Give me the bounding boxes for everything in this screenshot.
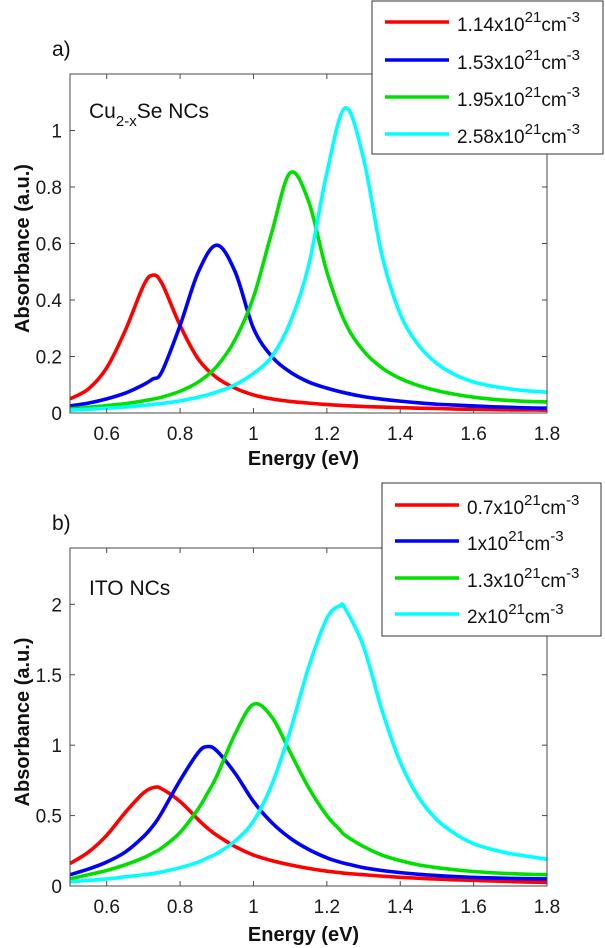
x-tick-label: 1.8 (534, 897, 560, 918)
legend-label-base: 1.3x10 (467, 571, 524, 592)
legend-label-base: 1x10 (467, 534, 508, 555)
legend-label-base: 1.53x10 (457, 53, 525, 74)
legend-label-base: 2.58x10 (457, 127, 525, 148)
x-tick-label: 1.2 (314, 424, 340, 445)
series-line-2 (70, 243, 547, 410)
legend-label-unit: cm (541, 15, 566, 36)
y-tick-label: 0.2 (36, 348, 62, 369)
series-line-3 (70, 170, 547, 411)
y-tick-label: 0.8 (36, 178, 62, 199)
x-tick-label: 1.6 (460, 897, 486, 918)
legend-label-exponent: 21 (525, 121, 542, 138)
legend-label-base: 2x10 (467, 607, 508, 628)
series-line-4 (70, 602, 547, 884)
panel-label: a) (52, 38, 71, 61)
y-tick-label: 0 (51, 877, 62, 898)
series-line-1 (70, 273, 547, 412)
plot-frame (69, 547, 548, 887)
legend-label-unit-exponent: -3 (567, 9, 580, 26)
x-tick-label: 1 (248, 424, 259, 445)
y-tick-label: 0.4 (36, 291, 63, 312)
legend-label-unit: cm (541, 127, 566, 148)
y-axis-title: Absorbance (a.u.) (12, 638, 34, 807)
legend-box (381, 482, 602, 637)
legend-label-unit-exponent: -3 (567, 47, 580, 64)
x-tick-label: 1 (248, 897, 259, 918)
legend-label-unit-exponent: -3 (566, 492, 579, 509)
legend-label-unit: cm (541, 571, 566, 592)
x-tick-label: 1.4 (387, 424, 414, 445)
legend-label-exponent: 21 (508, 601, 525, 618)
legend-label-base: 1.14x10 (457, 15, 525, 36)
legend-label-exponent: 21 (524, 492, 541, 509)
x-tick-label: 0.8 (167, 897, 193, 918)
legend-label-unit-exponent: -3 (550, 601, 563, 618)
annotation-rest: Se NCs (137, 100, 209, 123)
legend-label-unit-exponent: -3 (567, 121, 580, 138)
legend-label-exponent: 21 (525, 9, 542, 26)
series-line-3 (70, 701, 547, 881)
x-tick-label: 1.4 (387, 897, 414, 918)
x-tick-label: 1.6 (460, 424, 486, 445)
x-axis-title: Energy (eV) (248, 448, 359, 470)
material-annotation: ITO NCs (89, 577, 170, 600)
legend-entry-1: 1.14x1021cm-3 (457, 9, 580, 36)
y-tick-label: 0.5 (36, 807, 62, 828)
legend-entry-2: 1x1021cm-3 (467, 528, 564, 555)
y-tick-label: 1 (51, 736, 62, 757)
legend-entry-3: 1.3x1021cm-3 (467, 565, 579, 592)
panel-label: b) (52, 512, 71, 535)
legend-label-exponent: 21 (525, 84, 542, 101)
y-tick-label: 1 (51, 122, 62, 143)
legend-entry-1: 0.7x1021cm-3 (467, 492, 579, 519)
series-line-4 (70, 106, 547, 412)
legend-label-exponent: 21 (525, 47, 542, 64)
y-axis-title: Absorbance (a.u.) (12, 164, 34, 333)
legend: 1.14x1021cm-31.53x1021cm-31.95x1021cm-32… (371, 0, 604, 155)
legend-label-exponent: 21 (524, 565, 541, 582)
x-axis-title: Energy (eV) (248, 924, 359, 946)
legend-label-unit: cm (525, 607, 550, 628)
y-tick-label: 0.6 (36, 235, 62, 256)
y-tick-label: 1.5 (36, 666, 62, 687)
annotation-main: ITO NCs (89, 577, 170, 600)
chart-panel-b: 0.6 0.8 1 1.2 1.4 1.6 1.8 0 0.5 1 1.5 2 Energy (eV) A… (12, 482, 602, 946)
legend: 0.7x1021cm-31x1021cm-31.3x1021cm-32x1021… (381, 482, 602, 637)
legend-label-unit: cm (541, 53, 566, 74)
legend-label-unit: cm (541, 90, 566, 111)
legend-label-unit-exponent: -3 (566, 565, 579, 582)
legend-label-exponent: 21 (508, 528, 525, 545)
legend-entry-2: 1.53x1021cm-3 (457, 47, 580, 74)
annotation-subscript: 2-x (116, 113, 137, 130)
legend-entry-4: 2.58x1021cm-3 (457, 121, 580, 148)
legend-label-base: 1.95x10 (457, 90, 525, 111)
annotation-main: Cu (89, 100, 116, 123)
x-tick-label: 0.8 (167, 424, 193, 445)
x-tick-label: 0.6 (93, 897, 119, 918)
legend-label-unit-exponent: -3 (567, 84, 580, 101)
chart-panel-a: 0.6 0.8 1 1.2 1.4 1.6 1.8 0 0.2 0.4 0.6 0.8 1 Energy … (12, 0, 604, 470)
legend-label-unit: cm (525, 534, 550, 555)
x-tick-label: 1.2 (314, 897, 340, 918)
legend-label-unit-exponent: -3 (550, 528, 563, 545)
y-tick-label: 2 (51, 595, 62, 616)
legend-entry-4: 2x1021cm-3 (467, 601, 564, 628)
material-annotation: Cu2-xSe NCs (89, 100, 209, 130)
series-line-1 (70, 785, 547, 885)
legend-box (371, 0, 604, 155)
legend-entry-3: 1.95x1021cm-3 (457, 84, 580, 111)
x-tick-label: 1.8 (534, 424, 560, 445)
x-tick-label: 0.6 (93, 424, 119, 445)
legend-label-base: 0.7x10 (467, 498, 524, 519)
series-line-2 (70, 744, 547, 881)
legend-label-unit: cm (541, 498, 566, 519)
y-tick-label: 0 (51, 404, 62, 425)
